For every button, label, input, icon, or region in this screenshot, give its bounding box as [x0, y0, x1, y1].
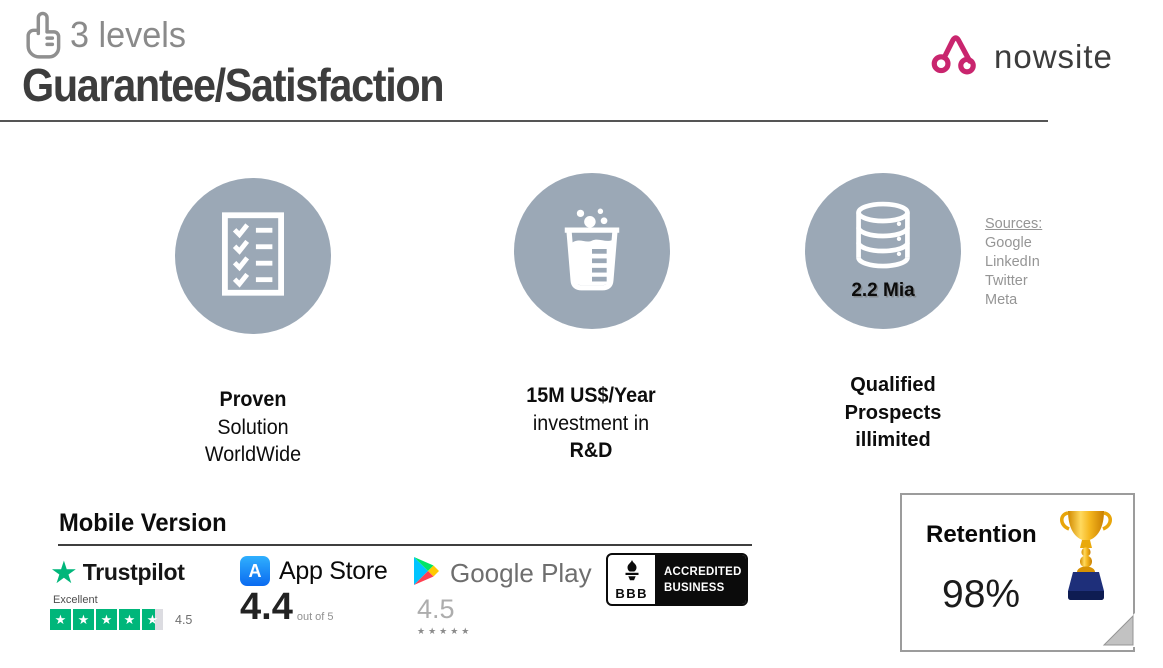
- star-box-half-icon: ★: [142, 609, 163, 630]
- appstore-wordmark: App Store: [279, 556, 388, 585]
- caption-line: Prospects: [844, 401, 942, 424]
- feature-circle-investment: [514, 173, 670, 329]
- retention-value: 98%: [942, 573, 1021, 616]
- googleplay-rating-value: 4.5: [417, 594, 455, 624]
- retention-card: Retention 98%: [900, 493, 1135, 652]
- trophy-icon: [1059, 509, 1113, 614]
- googleplay-triangle-icon: [413, 556, 440, 591]
- bbb-line1: ACCREDITED: [664, 564, 742, 579]
- caption-line: Solution: [217, 415, 289, 439]
- star-box-icon: ★: [50, 609, 71, 630]
- database-icon: [852, 200, 914, 277]
- caption-prospects: Qualified Prospects illimited: [778, 372, 1008, 455]
- pointing-hand-icon: [22, 10, 64, 65]
- caption-line: WorldWide: [204, 443, 302, 466]
- trustpilot-wordmark: Trustpilot: [82, 559, 185, 585]
- googleplay-wordmark: Google Play: [450, 558, 592, 588]
- slide-kicker: 3 levels: [70, 14, 186, 55]
- source-item: Meta: [985, 292, 1018, 308]
- bbb-line2: BUSINESS: [664, 579, 725, 594]
- caption-investment: 15M US$/Year investment in R&D: [483, 382, 699, 465]
- header-divider: [0, 120, 1048, 122]
- bbb-abbr: BBB: [615, 585, 648, 601]
- slide-title: Guarantee/Satisfaction: [22, 59, 445, 111]
- appstore-rating-suffix: out of 5: [296, 611, 334, 624]
- mobile-version-title: Mobile Version: [59, 509, 227, 537]
- caption-line: illimited: [855, 429, 931, 451]
- mobile-version-divider: [58, 544, 752, 546]
- trustpilot-block: ★ Trustpilot Excellent ★ ★ ★ ★ ★ 4.5: [50, 557, 192, 630]
- trustpilot-grade: Excellent: [53, 594, 98, 606]
- trustpilot-rating-value: 4.5: [175, 612, 193, 627]
- sources-label: Sources:: [985, 216, 1043, 232]
- feature-circle-prospects: 2.2 Mia: [805, 173, 961, 329]
- caption-line: Qualified: [850, 374, 936, 396]
- source-item: Google: [985, 235, 1032, 251]
- bbb-accredited-badge: BBB ACCREDITED BUSINESS: [606, 553, 748, 606]
- nowsite-wordmark: nowsite: [994, 37, 1113, 75]
- nowsite-logo: nowsite: [930, 32, 1113, 81]
- caption-proven: Proven Solution WorldWide: [145, 386, 361, 469]
- trustpilot-star-rating: ★ ★ ★ ★ ★ 4.5: [50, 609, 192, 630]
- appstore-rating-value: 4.4: [240, 586, 293, 628]
- feature-circle-proven: [175, 178, 331, 334]
- caption-line: Proven: [219, 388, 287, 411]
- prospects-count-badge: 2.2 Mia: [851, 280, 915, 301]
- caption-line: investment in: [532, 411, 650, 435]
- googleplay-block: Google Play 4.5 ★★★★★: [413, 556, 592, 637]
- source-item: Twitter: [985, 273, 1028, 289]
- star-box-icon: ★: [96, 609, 117, 630]
- caption-line: 15M US$/Year: [526, 384, 656, 407]
- beaker-icon: [554, 205, 630, 298]
- source-item: LinkedIn: [985, 254, 1040, 270]
- star-box-icon: ★: [119, 609, 140, 630]
- star-box-icon: ★: [73, 609, 94, 630]
- nowsite-mark-icon: [930, 32, 982, 81]
- googleplay-stars-icon: ★★★★★: [417, 626, 473, 636]
- caption-line: R&D: [569, 439, 613, 462]
- trustpilot-star-icon: ★: [50, 555, 78, 590]
- sources-list: Sources: Google LinkedIn Twitter Meta: [985, 215, 1042, 310]
- appstore-block: A App Store 4.4 out of 5: [240, 556, 388, 628]
- appstore-icon: A: [240, 556, 270, 586]
- retention-label: Retention: [926, 521, 1037, 548]
- bbb-torch-icon: [621, 559, 643, 586]
- page-curl-corner: [1101, 613, 1135, 652]
- checklist-icon: [222, 211, 284, 301]
